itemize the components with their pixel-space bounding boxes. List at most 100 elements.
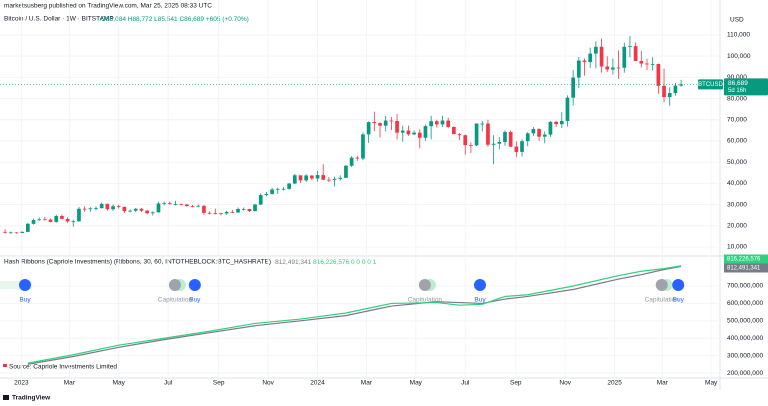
signal-dot <box>655 279 668 291</box>
y-tick-label: 70,000 <box>727 116 747 123</box>
value-tag-box <box>724 254 768 264</box>
value-tag: 816,226,576 <box>727 257 761 263</box>
candle-body <box>82 208 87 210</box>
candle-body <box>304 175 309 181</box>
candle-body <box>599 46 604 67</box>
y-tick-label: 10,000 <box>727 244 747 251</box>
signal-dot <box>418 279 431 291</box>
symbol-tag: BTCUSD <box>698 82 723 88</box>
candle-body <box>383 120 388 126</box>
candle-body <box>378 123 382 126</box>
candle-body <box>559 121 564 125</box>
signal-dot <box>168 279 181 291</box>
candle-body <box>605 66 610 70</box>
countdown: 5d 16h <box>728 88 746 94</box>
candle-body <box>213 213 218 214</box>
value-tag: 812,491,341 <box>727 266 761 272</box>
candle-body <box>128 210 132 212</box>
candle-body <box>457 134 462 136</box>
signal-dot <box>188 279 201 291</box>
source: Source: Capriole Investments Limited <box>9 364 117 371</box>
candle-body <box>196 205 201 207</box>
x-tick-label: Mar <box>657 380 669 387</box>
candle-body <box>474 123 479 146</box>
slow-value: 812,491,341 <box>275 259 312 266</box>
footer-logo <box>3 395 9 400</box>
candle-body <box>150 212 155 214</box>
candle-body <box>71 221 76 223</box>
candle-body <box>145 210 149 214</box>
candle-body <box>469 145 473 146</box>
y-tick-label: 80,000 <box>727 95 747 102</box>
change: +605 (+0.70%) <box>206 16 249 23</box>
y-tick-label: 20,000 <box>727 222 747 229</box>
open: O86,084 <box>101 16 126 23</box>
candle-body <box>281 188 286 190</box>
signal-label: Buy <box>673 297 685 304</box>
candle-body <box>99 203 104 209</box>
candle-body <box>395 121 399 133</box>
y-tick-label: 600,000,000 <box>727 300 764 307</box>
candle-body <box>185 204 189 207</box>
candle-body <box>344 165 348 178</box>
candle-body <box>167 203 172 205</box>
candle-body <box>292 175 297 184</box>
close: C86,689 <box>179 16 204 23</box>
x-tick-label: May <box>410 380 423 387</box>
candle-body <box>298 175 303 181</box>
candle-body <box>446 120 451 127</box>
candle-body <box>633 46 638 62</box>
candle-body <box>94 208 98 209</box>
candle-body <box>3 231 7 233</box>
x-tick-label: 2024 <box>310 380 325 387</box>
candle-body <box>37 219 42 221</box>
candle-body <box>111 206 115 210</box>
candle-body <box>679 84 683 86</box>
candle-body <box>162 203 167 205</box>
signal-label: Capitulation <box>158 297 193 304</box>
candle-body <box>133 208 138 211</box>
candle-body <box>662 85 666 98</box>
signal-dot <box>473 279 486 291</box>
candle-body <box>310 175 314 179</box>
candle-body <box>389 120 394 122</box>
candle-body <box>628 46 632 47</box>
candle-body <box>122 206 127 212</box>
candle-body <box>372 122 377 124</box>
candle-body <box>639 61 644 64</box>
y-tick-label: 700,000,000 <box>727 283 764 290</box>
x-tick-label: Nov <box>559 380 571 387</box>
fast-value: 816,226,576 <box>313 259 350 266</box>
candle-body <box>139 208 144 211</box>
candle-body <box>65 218 70 222</box>
candle-body <box>275 188 280 190</box>
candle-body <box>327 179 331 181</box>
y-tick-label: 90,000 <box>727 74 747 81</box>
candle-body <box>503 132 507 142</box>
x-tick-label: Mar <box>361 380 373 387</box>
candle-body <box>645 63 649 65</box>
candle-body <box>8 232 13 234</box>
candle-body <box>20 231 24 233</box>
x-tick-label: May <box>113 380 126 387</box>
y-tick-label: 60,000 <box>727 138 747 145</box>
signal-label: Capitulation <box>408 297 443 304</box>
signal-values: 0 0 0 0 1 <box>351 259 377 266</box>
candle-body <box>25 223 30 232</box>
candle-body <box>224 211 229 214</box>
y-tick-label: 500,000,000 <box>727 318 764 325</box>
high: H88,772 <box>128 16 153 23</box>
candle-body <box>43 219 47 221</box>
candle-body <box>434 121 439 125</box>
candle-body <box>361 134 365 159</box>
x-tick-label: Sep <box>510 380 522 387</box>
candle-body <box>230 211 235 213</box>
candle-body <box>508 132 513 147</box>
indicator-values: 812,491,341 816,226,576 0 0 0 0 1 <box>275 259 377 266</box>
source-icon <box>3 364 7 367</box>
y-tick-label: 50,000 <box>727 159 747 166</box>
candle-body <box>236 208 240 213</box>
candle-body <box>520 141 524 152</box>
candle-body <box>673 85 678 94</box>
x-tick-label: May <box>705 380 718 387</box>
